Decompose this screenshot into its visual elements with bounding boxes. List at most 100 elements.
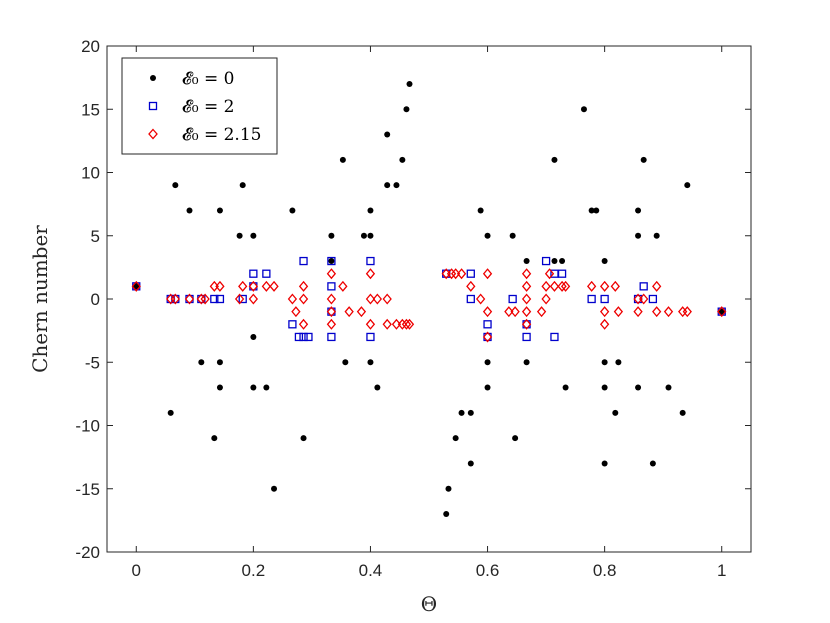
legend-entry-e0-2: 𝓔₀ = 2 [148,97,234,117]
data-point-dot [718,308,725,315]
data-point-dot [612,409,619,416]
data-point-diamond [599,280,610,292]
data-point-diamond [215,280,225,292]
data-point-dot [399,156,406,163]
data-point-diamond [652,280,662,292]
data-point-diamond [196,293,206,305]
data-point-dot [250,384,257,391]
data-point-diamond [482,331,493,343]
data-point-diamond [586,280,597,292]
x-tick-label: 0 [132,561,141,580]
data-point-diamond [475,293,486,305]
x-tick-label: 0.8 [593,561,617,580]
data-point-dot [665,384,672,391]
data-point-dot [477,207,484,214]
data-point-diamond [639,293,649,305]
data-point-dot [328,258,335,265]
data-point-diamond [510,306,520,318]
data-point-diamond [269,280,279,292]
data-point-dot [588,207,595,214]
series-diamond [131,268,727,343]
data-point-diamond [298,293,309,305]
data-point-dot [367,359,374,366]
legend-marker-diamond [148,128,158,140]
data-point-diamond [482,268,493,280]
x-axis-label: Θ [421,592,437,616]
data-point-diamond [446,268,457,280]
data-point-square [249,269,258,278]
data-point-diamond [200,293,210,305]
data-point-diamond [613,306,624,318]
data-point-dot [559,258,566,265]
data-point-dot [601,460,608,467]
data-point-diamond [401,318,412,330]
data-point-diamond [456,268,467,280]
data-point-dot [523,258,530,265]
data-point-dot [509,232,516,239]
data-point-diamond [652,306,662,318]
data-point-diamond [248,280,259,292]
data-point-square [483,320,492,329]
data-point-dot [133,283,140,290]
data-point-dot [250,333,257,340]
data-point-dot [406,80,413,87]
data-point-diamond [557,280,567,292]
series-dot [133,80,725,518]
data-point-diamond [326,268,337,280]
data-point-dot [289,207,296,214]
data-point-diamond [717,306,727,318]
data-point-dot [339,156,346,163]
data-point-dot [374,384,381,391]
axis-ticks: 0 0.2 0.4 0.6 0.8 1 20 15 10 5 0 -5 -10 -15 -20 [75,37,751,580]
data-point-diamond [248,293,259,305]
data-point-diamond [234,293,245,305]
data-point-square [648,294,658,304]
legend: 𝓔₀ = 0 𝓔₀ = 2 𝓔₀ = 2.15 [121,57,278,155]
data-point-dot [384,131,391,138]
data-point-diamond [287,293,298,305]
data-point-dot [360,232,367,239]
data-point-square [294,332,304,342]
data-point-dot [263,384,270,391]
data-point-diamond [504,306,514,318]
legend-label-e0-2: 𝓔₀ = 2 [182,97,234,117]
data-point-square [288,320,297,329]
y-tick-label: -15 [75,480,100,499]
y-tick-label: -20 [75,543,100,562]
data-point-diamond [338,280,348,292]
data-point-diamond [382,318,392,330]
data-point-dot [367,232,374,239]
data-point-dot [236,232,243,239]
y-tick-label: 5 [91,227,100,246]
data-point-diamond [521,306,532,318]
data-point-dot [601,359,608,366]
data-point-dot [615,359,622,366]
data-point-dot [167,409,174,416]
data-point-dot [250,232,257,239]
data-point-diamond [238,280,248,292]
data-point-diamond [326,306,337,318]
data-point-square [508,294,517,304]
data-point-square [522,332,531,342]
data-point-square [210,294,219,304]
data-point-dot [484,384,491,391]
data-point-square [238,294,247,304]
data-point-diamond [536,306,547,318]
x-tick-label: 1 [717,561,726,580]
y-axis-label: Chern number [28,225,52,373]
data-point-diamond [382,293,392,305]
data-point-dot [239,182,246,189]
data-marks [131,80,727,518]
legend-marker-square [148,101,158,111]
data-point-dot [467,409,474,416]
data-point-dot [198,359,205,366]
y-tick-label: -10 [75,417,100,436]
data-point-dot [601,384,608,391]
data-point-square [466,294,475,304]
legend-marker-dot [150,75,156,81]
series-square [132,256,726,342]
legend-entry-e0-2-15: 𝓔₀ = 2.15 [148,125,261,145]
data-point-square [299,256,308,266]
data-point-square [299,332,308,342]
